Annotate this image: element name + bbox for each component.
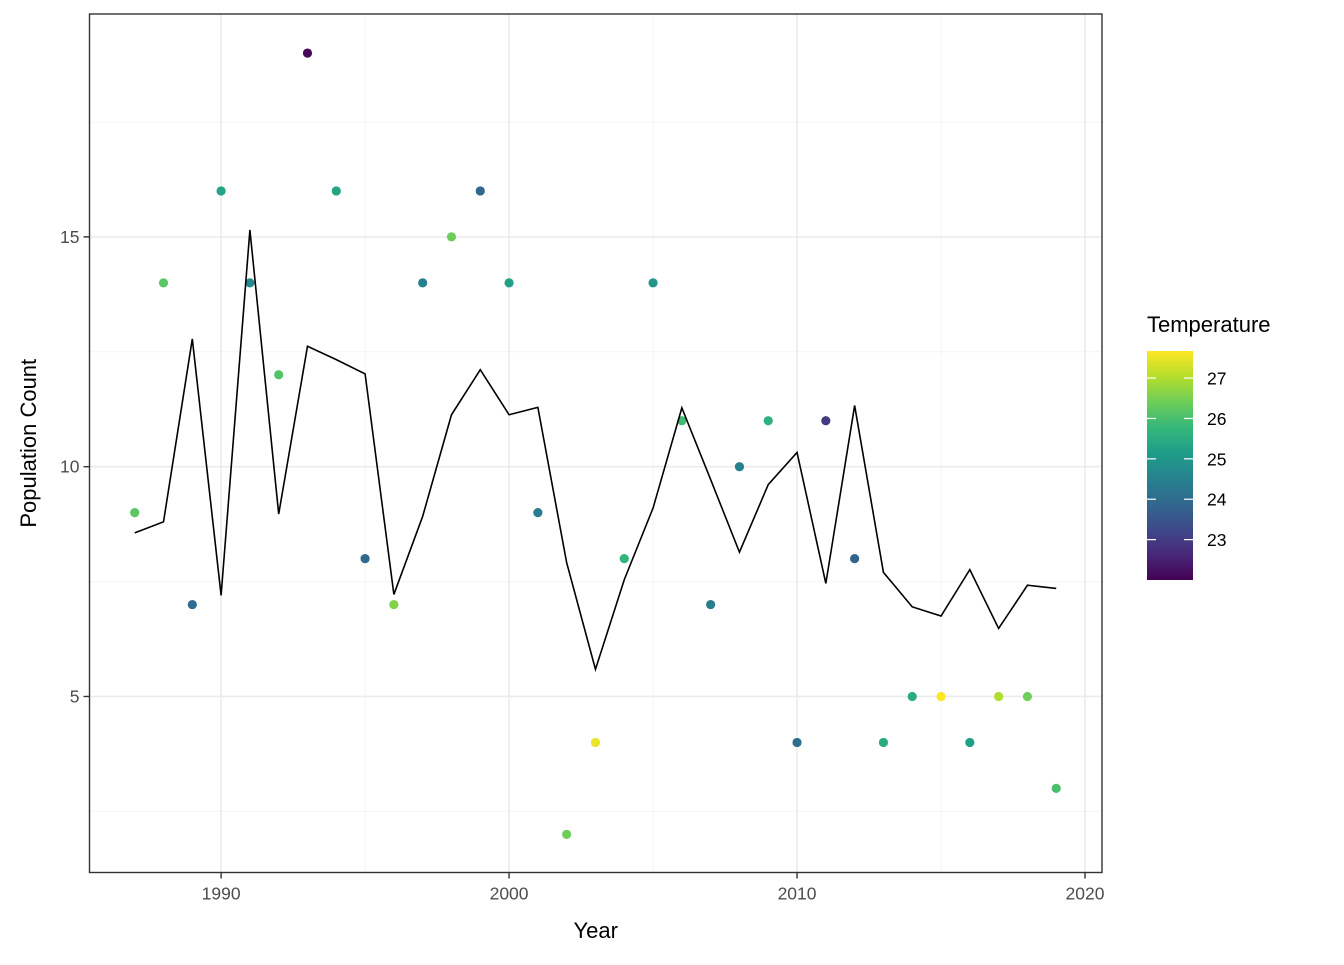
data-point <box>562 829 572 839</box>
legend-colorbar <box>1147 351 1193 580</box>
legend-tick-label: 24 <box>1207 490 1227 510</box>
data-point <box>389 599 399 610</box>
data-point <box>850 554 860 564</box>
data-point <box>475 186 485 196</box>
data-point <box>734 462 745 472</box>
data-point <box>792 737 802 748</box>
legend-title: Temperature <box>1147 312 1271 337</box>
data-point <box>994 691 1004 702</box>
trend-line <box>134 229 1057 673</box>
x-tick-label: 2020 <box>1066 884 1105 904</box>
data-point <box>533 508 543 518</box>
legend-tick-label: 25 <box>1207 449 1226 469</box>
data-point <box>504 278 514 288</box>
legend-tick-label: 27 <box>1207 369 1226 389</box>
data-point <box>878 737 889 748</box>
x-tick-label: 2010 <box>778 884 817 904</box>
gridlines <box>89 14 1102 873</box>
data-point <box>360 554 370 564</box>
data-point <box>245 278 255 288</box>
data-point <box>130 508 140 518</box>
data-point <box>216 186 226 196</box>
legend-tick-label: 26 <box>1207 409 1226 429</box>
y-axis-title: Population Count <box>16 359 41 528</box>
y-tick-label: 10 <box>60 457 80 477</box>
scatter-points <box>130 48 1061 839</box>
data-point <box>763 416 773 426</box>
data-point <box>331 186 341 196</box>
panel-border <box>88 13 1103 874</box>
data-point <box>302 48 313 58</box>
data-point <box>274 370 284 380</box>
legend-tick-label: 23 <box>1207 530 1226 550</box>
data-point <box>821 416 831 426</box>
x-tick-label: 1990 <box>202 884 241 904</box>
data-point <box>965 737 975 748</box>
axes: 1990 2000 2010 2020 5 10 15 <box>60 227 1105 904</box>
data-point <box>158 278 169 288</box>
legend-ticks: 23 24 25 26 27 <box>1147 369 1227 550</box>
x-axis-title: Year <box>574 918 618 943</box>
data-point <box>590 737 601 748</box>
data-point <box>1022 691 1033 702</box>
legend: Temperature 23 24 25 26 27 <box>1147 312 1271 580</box>
data-point <box>907 691 917 702</box>
data-point <box>936 691 946 702</box>
data-point <box>187 599 197 610</box>
y-tick-label: 15 <box>60 227 79 247</box>
y-tick-label: 5 <box>70 686 80 706</box>
data-point <box>648 278 658 288</box>
data-point <box>1051 783 1061 793</box>
data-point <box>706 599 716 610</box>
x-tick-label: 2000 <box>490 884 529 904</box>
data-point <box>418 278 428 288</box>
data-point <box>619 554 629 564</box>
data-point <box>446 232 457 242</box>
trend-line-path <box>134 229 1057 673</box>
